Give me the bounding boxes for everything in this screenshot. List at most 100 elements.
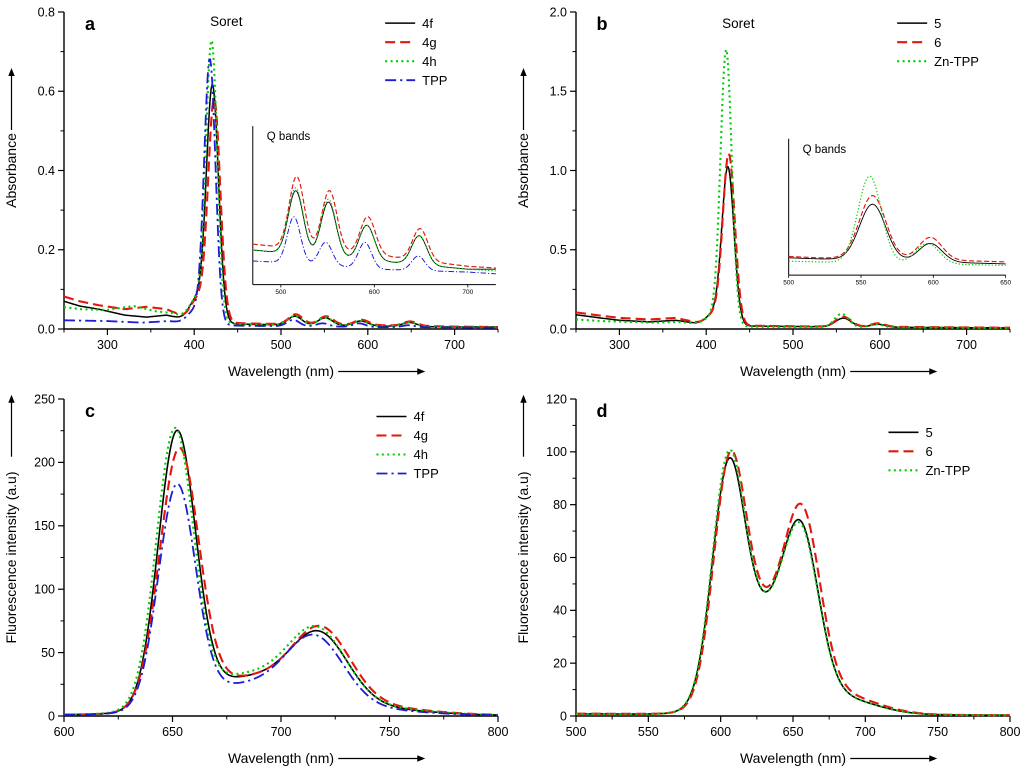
y-tick-label: 100: [34, 583, 55, 597]
chart-c: 600 650 700 750 800 0 50 100 150 200 250 4f 4g 4h TPP c…: [3, 392, 508, 766]
y-axis-label: Absorbance: [515, 133, 531, 208]
y-tick-label: 0.2: [38, 243, 55, 257]
panel-d-fluorescence: 500 550 600 650 700 750 800 0 20 40 60 80 100 120 5 6 Zn…: [512, 387, 1024, 774]
inset-background: [252, 126, 496, 285]
peak-annotation: Soret: [210, 14, 243, 29]
inset-x-tick-label: 700: [462, 289, 473, 296]
x-axis-arrowhead: [929, 368, 938, 375]
legend-label: 6: [934, 35, 941, 50]
legend-label: 5: [934, 16, 941, 31]
x-tick-label: 300: [609, 338, 630, 352]
legend-label: Zn-TPP: [925, 463, 970, 478]
y-tick-label: 0: [560, 709, 567, 723]
y-tick-label: 2.0: [550, 5, 567, 19]
x-axis-label: Wavelength (nm): [228, 363, 334, 379]
chart-b: 300 400 500 600 700 0.0 0.5 1.0 1.5 2.0 5 6 Zn-TPP b S…: [515, 5, 1011, 379]
y-tick-label: 0: [48, 709, 55, 723]
y-tick-label: 0.5: [550, 243, 567, 257]
x-axis-arrowhead: [417, 755, 426, 762]
legend-label: 4f: [422, 16, 433, 31]
y-axis-label-group: Fluorescence intensity (a.u): [515, 394, 531, 643]
x-tick-label: 700: [271, 725, 292, 739]
panel-letter: c: [85, 401, 95, 421]
y-axis-label-group: Absorbance: [515, 68, 531, 208]
y-tick-label: 1.5: [550, 85, 567, 99]
x-tick-label: 750: [379, 725, 400, 739]
x-axis-label: Wavelength (nm): [228, 750, 334, 766]
inset-x-tick-label: 500: [783, 280, 794, 287]
series-line-4g: [63, 97, 499, 329]
x-tick-label: 700: [855, 725, 876, 739]
y-tick-label: 80: [553, 498, 567, 512]
legend-label: 4h: [413, 447, 427, 462]
panel-letter: a: [85, 14, 96, 34]
chart-d: 500 550 600 650 700 750 800 0 20 40 60 80 100 120 5 6 Zn…: [515, 392, 1021, 766]
legend-label: 4h: [422, 54, 436, 69]
panel-letter: d: [597, 401, 608, 421]
peak-annotation: Soret: [722, 16, 755, 31]
inset-title: Q bands: [803, 144, 847, 156]
x-tick-label: 700: [956, 338, 977, 352]
x-tick-label: 800: [1000, 725, 1021, 739]
x-tick-label: 500: [566, 725, 587, 739]
legend-label: 5: [925, 425, 932, 440]
y-axis-label: Fluorescence intensity (a.u): [3, 472, 19, 644]
x-tick-label: 300: [97, 338, 118, 352]
x-tick-label: 650: [162, 725, 183, 739]
inset-title: Q bands: [267, 131, 311, 143]
legend-label: 4g: [413, 428, 427, 443]
x-axis-label: Wavelength (nm): [740, 750, 846, 766]
x-axis-arrowhead: [929, 755, 938, 762]
series-line-TPP: [63, 58, 499, 329]
x-axis-arrowhead: [417, 368, 426, 375]
y-tick-label: 100: [546, 445, 567, 459]
y-tick-label: 0.8: [38, 5, 55, 19]
x-tick-label: 650: [783, 725, 804, 739]
y-tick-label: 1.0: [550, 164, 567, 178]
x-axis-label: Wavelength (nm): [740, 363, 846, 379]
y-axis-label: Absorbance: [3, 133, 19, 208]
legend-label: Zn-TPP: [934, 54, 979, 69]
series-line-Zn-TPP: [575, 448, 1011, 717]
y-tick-label: 50: [41, 646, 55, 660]
y-tick-label: 200: [34, 456, 55, 470]
inset-series-line-6: [788, 194, 1006, 263]
panel-b-absorbance: 300 400 500 600 700 0.0 0.5 1.0 1.5 2.0 5 6 Zn-TPP b S…: [512, 0, 1024, 387]
panel-c-fluorescence: 600 650 700 750 800 0 50 100 150 200 250 4f 4g 4h TPP c…: [0, 387, 512, 774]
legend-label: TPP: [422, 73, 447, 88]
series-line-6: [575, 152, 1011, 329]
y-tick-label: 0.4: [38, 164, 55, 178]
inset-series-line-Zn-TPP: [788, 175, 1006, 267]
series-line-4h: [63, 426, 499, 717]
y-tick-label: 60: [553, 551, 567, 565]
series-line-4g: [63, 446, 499, 716]
series-line-6: [575, 449, 1011, 717]
x-tick-label: 700: [444, 338, 465, 352]
inset-x-tick-label: 650: [1000, 280, 1011, 287]
inset-x-tick-label: 550: [856, 280, 867, 287]
inset-series-line-4h: [252, 187, 496, 272]
x-tick-label: 600: [54, 725, 75, 739]
chart-a: 300 400 500 600 700 0.0 0.2 0.4 0.6 0.8 4f 4g 4h TPP a…: [3, 5, 499, 379]
y-tick-label: 40: [553, 604, 567, 618]
panel-a-absorbance: 300 400 500 600 700 0.0 0.2 0.4 0.6 0.8 4f 4g 4h TPP a…: [0, 0, 512, 387]
x-tick-label: 400: [696, 338, 717, 352]
y-tick-label: 250: [34, 392, 55, 406]
inset-background: [788, 138, 1006, 276]
inset-x-tick-label: 600: [369, 289, 380, 296]
y-tick-label: 0.0: [550, 322, 567, 336]
y-axis-arrowhead: [8, 68, 15, 76]
y-tick-label: 150: [34, 519, 55, 533]
y-axis-label-group: Fluorescence intensity (a.u): [3, 394, 19, 644]
x-tick-label: 600: [357, 338, 378, 352]
legend-label: 6: [925, 444, 932, 459]
y-axis-arrowhead: [520, 394, 527, 403]
inset-x-tick-label: 500: [275, 289, 286, 296]
x-tick-label: 600: [869, 338, 890, 352]
x-tick-label: 550: [638, 725, 659, 739]
series-line-5: [576, 457, 1011, 717]
x-tick-label: 600: [710, 725, 731, 739]
y-tick-label: 0.0: [38, 322, 55, 336]
y-tick-label: 120: [546, 392, 567, 406]
